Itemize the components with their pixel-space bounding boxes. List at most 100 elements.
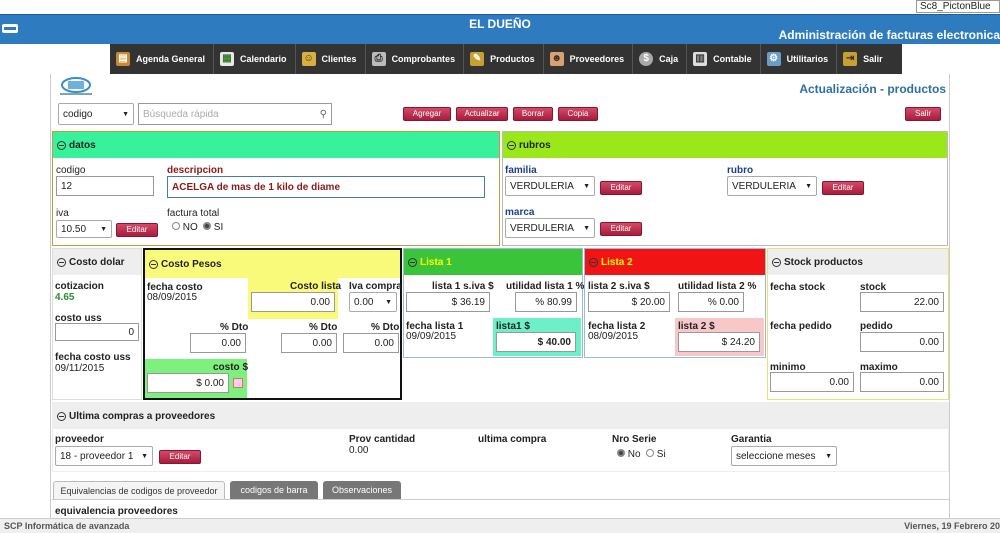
codigo-label: codigo [56,165,86,176]
right-margin [950,74,1000,518]
lista2-header[interactable]: Lista 2 [585,249,765,275]
maximo-label: maximo [860,362,898,373]
nro-serie-no-radio[interactable]: No [617,449,641,460]
collapse-icon [507,140,516,150]
lista2-precio-input[interactable]: $ 24.20 [678,332,760,352]
menu-caja[interactable]: $ Caja [633,44,688,74]
nro-serie-si-radio[interactable]: Si [646,449,666,460]
pedido-input[interactable]: 0.00 [860,332,944,352]
costo-dolar-header[interactable]: Costo dolar [53,249,141,275]
salir-button[interactable]: Salir [905,107,941,121]
costo-input[interactable]: $ 0.00 [147,373,229,393]
menu-clientes[interactable]: ☺ Clientes [296,44,366,74]
marca-select[interactable]: VERDULERIA ▼ [505,218,595,238]
menu-agenda-general[interactable]: ▤ Agenda General [110,44,215,74]
costo-uss-input[interactable]: 0 [55,323,139,341]
dto3-input[interactable]: 0.00 [343,333,399,353]
lista2-util-input[interactable]: % 0.00 [678,292,744,312]
lista2-fecha-value: 08/09/2015 [588,331,639,342]
iva-label: iva [56,208,69,219]
fecha-costo-label: fecha costo [147,282,203,293]
descripcion-label: descripcion [167,165,224,176]
menu-comprobantes[interactable]: ⎙ Comprobantes [366,44,465,74]
search-input[interactable]: Búsqueda rápida ⚲ [138,103,332,125]
costo-pesos-header[interactable]: Costo Pesos [145,250,400,278]
rubros-header[interactable]: rubros [503,132,947,158]
iva-editar-button[interactable]: Editar [116,223,158,237]
stock-input[interactable]: 22.00 [860,292,944,312]
lista2-util-label: utilidad lista 2 % [678,281,757,292]
lista1-siva-input[interactable]: $ 36.19 [406,292,490,312]
marca-editar-button[interactable]: Editar [600,222,642,236]
page-title: Actualización - productos [799,82,946,96]
iva-compra-select[interactable]: 0.00 ▼ [349,292,397,312]
iva-select[interactable]: 10.50 ▼ [56,220,112,238]
lista1-precio-input[interactable]: $ 40.00 [496,332,576,352]
compras-header[interactable]: Ultima compras a proveedores [53,403,948,429]
collapse-icon [408,257,417,267]
printer-icon: ⎙ [371,52,386,66]
dto2-input[interactable]: 0.00 [281,333,337,353]
lista2-siva-input[interactable]: $ 20.00 [588,292,670,312]
calendar-icon[interactable] [233,378,243,388]
iva-compra-label: Iva compra [349,281,402,292]
proveedor-select[interactable]: 18 - proveedor 1 ▼ [55,446,153,466]
search-field-select[interactable]: codigo ▼ [58,103,134,125]
factura-si-radio[interactable]: SI [203,222,223,233]
chevron-down-icon: ▼ [122,110,129,118]
fecha-pedido-label: fecha pedido [770,321,832,332]
actualizar-button[interactable]: Actualizar [456,107,508,121]
lista1-header[interactable]: Lista 1 [404,249,582,275]
costo-lista-label: Costo lista [290,281,342,292]
menu-contable[interactable]: ▥ Contable [687,44,761,74]
radio-empty-icon [646,449,654,457]
proveedor-editar-button[interactable]: Editar [159,450,201,464]
chevron-down-icon: ▼ [141,452,148,460]
menu-utilitarios[interactable]: ⚙ Utilitarios [761,44,838,74]
rubro-select[interactable]: VERDULERIA ▼ [727,176,817,196]
status-company: SCP Informática de avanzada [4,521,130,531]
descripcion-input[interactable]: ACELGA de mas de 1 kilo de diame [167,176,485,198]
menu-salir[interactable]: ⇥ Salir [837,44,891,74]
lista1-util-label: utilidad lista 1 % [506,281,585,292]
tab-codigos-barra[interactable]: codigos de barra [230,481,318,499]
cotizacion-value: 4.65 [55,292,75,303]
borrar-button[interactable]: Borrar [513,107,553,121]
minimo-input[interactable]: 0.00 [770,372,854,392]
lista1-fecha-label: fecha lista 1 [406,321,464,332]
costo-lista-input[interactable]: 0.00 [251,292,335,312]
lista2-precio-label: lista 2 $ [678,321,715,332]
menu-calendario[interactable]: ▦ Calendario [214,44,296,74]
tab-observaciones[interactable]: Observaciones [323,481,401,499]
theme-label: Sc8_PictonBlue [916,0,1000,13]
codigo-input[interactable]: 12 [56,176,154,196]
dto2-label: % Dto [309,322,338,333]
chevron-down-icon: ▼ [583,182,590,190]
app-header: EL DUEÑO Administración de facturas elec… [0,14,1000,44]
menu-proveedores[interactable]: ☻ Proveedores [544,44,634,74]
lista1-util-input[interactable]: % 80.99 [515,292,577,312]
cash-icon: $ [639,52,654,66]
stock-header[interactable]: Stock productos [768,249,948,275]
copia-button[interactable]: Copia [558,107,598,121]
collapse-icon [57,140,66,150]
dto1-input[interactable]: 0.00 [190,333,246,353]
datos-header[interactable]: datos [53,132,499,158]
window-icon[interactable] [2,24,18,33]
app-title: EL DUEÑO [469,17,531,31]
status-bar: SCP Informática de avanzada Viernes, 19 … [0,518,1000,533]
familia-editar-button[interactable]: Editar [600,181,642,195]
agenda-icon: ▤ [116,52,130,66]
lista1-fecha-value: 09/09/2015 [406,331,457,342]
factura-no-radio[interactable]: NO [172,222,198,233]
tab-equivalencias[interactable]: Equivalencias de codigos de proveedor [53,481,225,499]
main-menu: ▤ Agenda General ▦ Calendario ☺ Clientes ⎙ C… [110,44,902,74]
fecha-costo-value: 08/09/2015 [147,292,198,303]
agregar-button[interactable]: Agregar [403,107,451,121]
menu-productos[interactable]: ✎ Productos [464,44,544,74]
garantia-select[interactable]: seleccione meses ▼ [731,446,837,466]
rubro-editar-button[interactable]: Editar [822,181,864,195]
prov-cantidad-value: 0.00 [349,445,369,456]
familia-select[interactable]: VERDULERIA ▼ [505,176,595,196]
maximo-input[interactable]: 0.00 [860,372,944,392]
